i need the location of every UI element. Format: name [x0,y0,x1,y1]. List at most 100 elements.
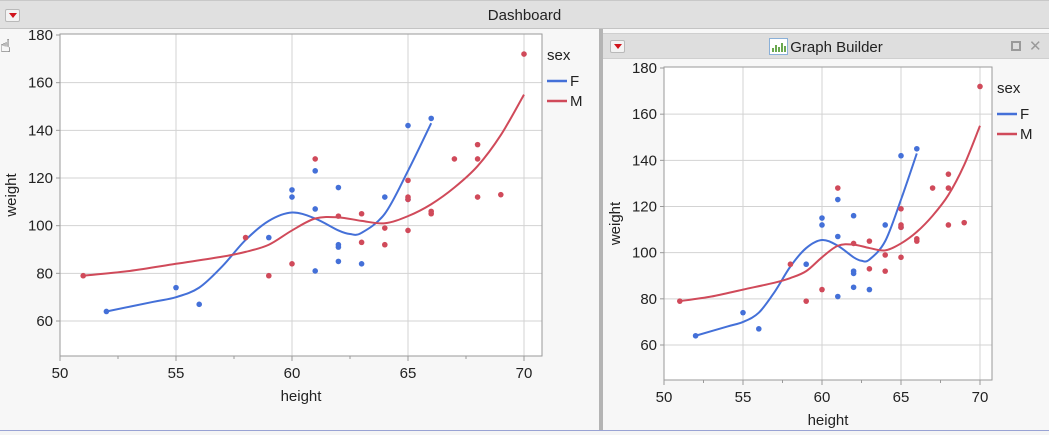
data-point [850,284,857,291]
data-point [835,196,841,203]
svg-text:55: 55 [168,365,185,382]
data-point [787,261,794,268]
svg-text:60: 60 [36,313,53,330]
svg-text:65: 65 [893,389,910,406]
svg-text:180: 180 [632,60,657,77]
data-point [740,309,746,316]
x-axis-label: height [808,412,850,429]
data-point [803,298,809,304]
svg-text:120: 120 [28,170,53,187]
graph-builder-red-triangle-menu[interactable] [610,40,625,53]
data-point [335,213,342,219]
data-point [819,222,825,228]
data-point [521,51,527,57]
left-chart: 60 80 100 120 140 160 180 50 55 60 65 70 height weigh… [3,27,583,405]
data-point [289,187,295,193]
legend-title: sex [547,47,571,64]
legend-M: M [1020,126,1033,143]
data-point [242,234,249,241]
data-point [882,222,888,228]
data-point [677,298,683,304]
data-point [882,252,888,258]
data-point [428,210,435,217]
svg-text:100: 100 [28,218,53,235]
data-point [692,332,699,339]
x-axis-label: height [281,388,323,405]
data-point [898,206,904,212]
data-point [474,141,481,148]
data-point [312,268,319,274]
data-point [451,156,458,162]
data-point [819,286,825,293]
pane-splitter[interactable] [599,29,603,431]
svg-text:60: 60 [814,389,831,406]
svg-text:180: 180 [28,29,53,44]
svg-text:55: 55 [735,389,752,406]
data-point [945,222,952,228]
data-point [898,152,904,159]
data-point [835,293,841,300]
data-point [80,272,86,279]
data-point [335,241,342,248]
svg-text:160: 160 [28,75,53,92]
data-point [428,115,435,122]
smoother-F [695,153,918,337]
data-point [312,206,319,212]
svg-text:80: 80 [640,291,657,308]
svg-text:70: 70 [972,389,989,406]
data-point [850,212,857,219]
right-chart: 60 80 100 120 140 160 180 50 55 60 65 70 height weigh… [607,60,1033,429]
data-point [382,241,388,248]
data-point [803,261,809,268]
data-point [358,239,365,246]
data-point [756,326,762,332]
svg-text:50: 50 [656,389,673,406]
data-point [914,145,920,152]
data-point [882,268,888,274]
data-point [358,210,365,217]
data-point [405,177,411,184]
dashboard-titlebar: Dashboard [0,0,1049,29]
maximize-icon[interactable] [1011,41,1021,51]
dashboard-title: Dashboard [487,7,562,24]
data-point [335,184,342,191]
svg-text:60: 60 [640,337,657,354]
svg-text:140: 140 [28,122,53,139]
data-point [866,266,873,272]
y-axis-label: weight [3,172,20,217]
data-point [866,286,873,293]
data-point [898,254,904,261]
data-point [835,233,841,240]
data-point [266,234,272,241]
data-point [961,219,967,226]
left-graph-pane: 60 80 100 120 140 160 180 50 55 60 65 70 height weigh… [0,27,599,430]
data-point [289,261,295,267]
data-point [850,240,857,247]
data-point [929,185,936,191]
svg-text:140: 140 [632,152,657,169]
graph-builder-icon [769,38,789,55]
data-point [835,185,841,191]
legend-F: F [1020,106,1029,123]
data-point [977,83,983,90]
legend-title: sex [997,80,1021,97]
svg-text:65: 65 [400,365,417,382]
data-point [474,156,481,162]
close-icon[interactable]: ✕ [1029,38,1042,55]
data-point [382,225,388,231]
graph-builder-content: 60 80 100 120 140 160 180 50 55 60 65 70 height weigh… [603,59,1049,430]
data-point [850,268,857,274]
data-point [945,185,952,191]
data-point [405,196,411,203]
legend-F: F [570,73,579,90]
data-point [173,284,179,291]
data-point [898,224,904,231]
legend-M: M [570,93,583,110]
data-point [405,122,411,129]
data-point [289,194,295,200]
dashboard-red-triangle-menu[interactable] [5,9,20,22]
data-point [945,171,952,177]
graph-builder-title: Graph Builder [790,39,883,56]
smoother-F [106,122,433,313]
data-point [335,258,342,265]
